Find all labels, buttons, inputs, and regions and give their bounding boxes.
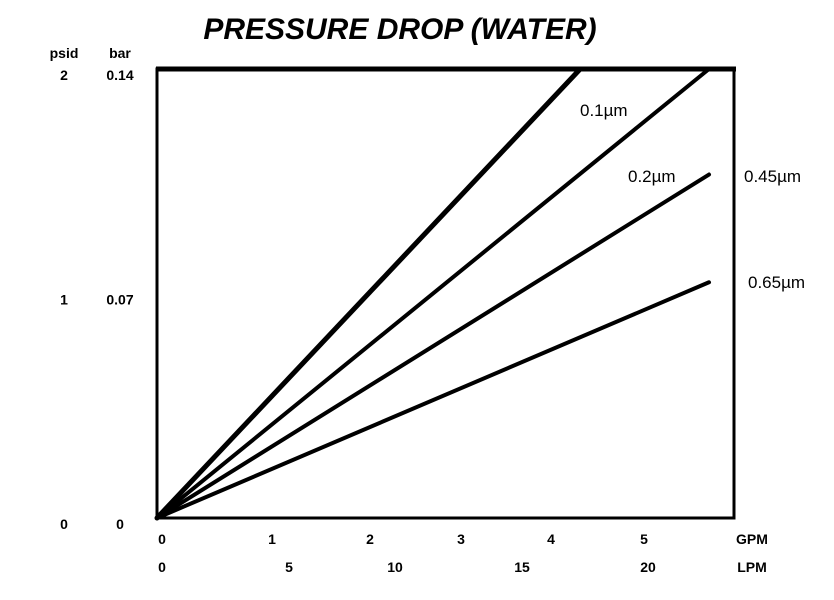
- x-tick-lpm: 0: [158, 559, 166, 575]
- x-unit-gpm: GPM: [736, 531, 768, 547]
- y-tick-psid: 0: [60, 516, 68, 532]
- series-label-4: 0.65µm: [748, 273, 805, 292]
- x-tick-lpm: 15: [514, 559, 530, 575]
- series-layer: 0.1µm 0.2µm 0.45µm 0.65µm: [154, 66, 805, 521]
- x-tick-gpm: 4: [547, 531, 555, 547]
- y-tick-bar: 0.14: [106, 67, 133, 83]
- tick-layer: 2 0.14 1 0.07 0 0 0 1 2 3 4 5 0 5 10 15 20: [60, 67, 656, 575]
- y-tick-psid: 2: [60, 67, 68, 83]
- x-tick-lpm: 20: [640, 559, 656, 575]
- y-tick-bar: 0.07: [106, 292, 133, 308]
- x-tick-gpm: 5: [640, 531, 648, 547]
- plot-frame: [155, 67, 736, 520]
- y-tick-psid: 1: [60, 292, 68, 308]
- x-tick-gpm: 3: [457, 531, 465, 547]
- series-line-3: [155, 172, 711, 520]
- series-label-2: 0.2µm: [628, 167, 676, 186]
- series-line-4: [155, 280, 711, 520]
- x-unit-lpm: LPM: [737, 559, 767, 575]
- series-line-2: [155, 67, 711, 520]
- series-line-1: [154, 66, 583, 521]
- x-tick-lpm: 5: [285, 559, 293, 575]
- x-tick-gpm: 1: [268, 531, 276, 547]
- series-label-1: 0.1µm: [580, 101, 628, 120]
- x-tick-gpm: 2: [366, 531, 374, 547]
- chart-title: PRESSURE DROP (WATER): [203, 13, 596, 46]
- series-label-3: 0.45µm: [744, 167, 801, 186]
- y-unit-psid: psid: [50, 45, 79, 61]
- x-tick-lpm: 10: [387, 559, 403, 575]
- y-unit-bar: bar: [109, 45, 131, 61]
- y-tick-bar: 0: [116, 516, 124, 532]
- x-tick-gpm: 0: [158, 531, 166, 547]
